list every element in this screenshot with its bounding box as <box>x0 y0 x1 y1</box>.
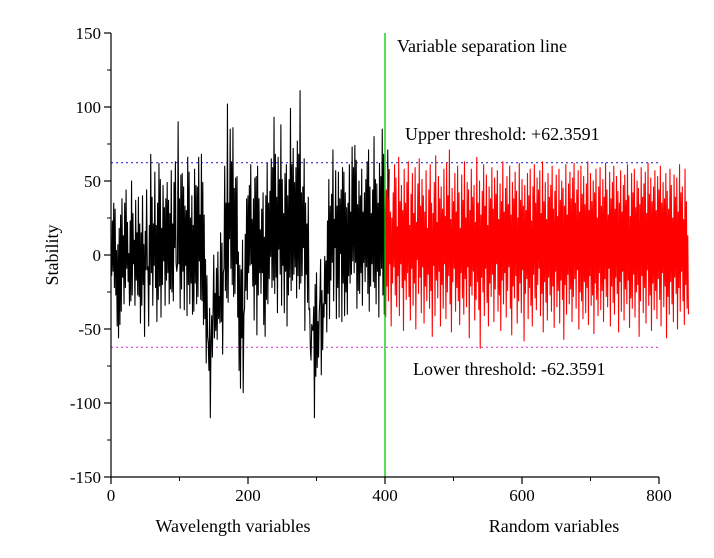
axes: -150 -100 -50 0 50 100 150 0 200 400 600 800 <box>70 24 672 505</box>
x-group-label-random: Random variables <box>489 516 619 536</box>
x-tick-label: 800 <box>646 486 672 505</box>
y-tick-label: 50 <box>84 172 101 191</box>
y-tick-label: 100 <box>76 98 102 117</box>
x-tick-label: 0 <box>107 486 116 505</box>
x-group-label-wavelength: Wavelength variables <box>156 516 311 536</box>
x-tick-label: 600 <box>509 486 535 505</box>
y-tick-label: -150 <box>70 468 101 487</box>
x-tick-label: 400 <box>372 486 398 505</box>
x-tick-label: 200 <box>235 486 261 505</box>
y-axis-title: Stability <box>42 224 62 285</box>
wavelength-series-line <box>111 90 390 419</box>
y-tick-label: -100 <box>70 394 101 413</box>
random-series-line <box>385 149 689 349</box>
y-tick-label: -50 <box>78 320 101 339</box>
upper-threshold-label: Upper threshold: +62.3591 <box>405 124 600 144</box>
y-tick-label: 150 <box>76 24 102 43</box>
y-tick-label: 0 <box>93 246 102 265</box>
separator-label: Variable separation line <box>397 36 567 56</box>
lower-threshold-label: Lower threshold: -62.3591 <box>413 359 605 379</box>
